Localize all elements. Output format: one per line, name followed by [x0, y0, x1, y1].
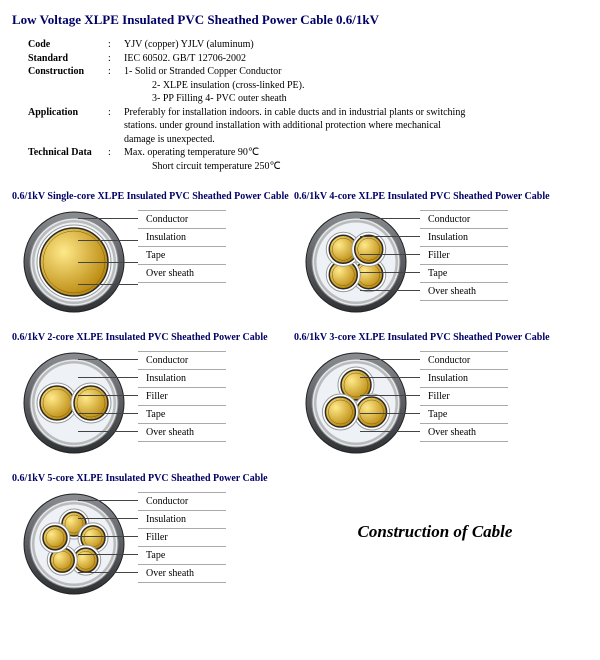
- spec-value: Preferably for installation indoors. in …: [124, 106, 588, 147]
- cable-label: Tape: [420, 265, 508, 283]
- cable-title: 0.6/1kV 2-core XLPE Insulated PVC Sheath…: [12, 326, 294, 345]
- cable-diagram: ConductorInsulationFillerTapeOver sheath: [294, 204, 576, 320]
- cable-diagram: ConductorInsulationFillerTapeOver sheath: [12, 345, 294, 461]
- cable-section: 0.6/1kV 3-core XLPE Insulated PVC Sheath…: [294, 326, 576, 461]
- cable-label: Filler: [420, 388, 508, 406]
- cable-label: Over sheath: [138, 265, 226, 283]
- cable-section: 0.6/1kV 4-core XLPE Insulated PVC Sheath…: [294, 185, 576, 320]
- cable-section: 0.6/1kV 2-core XLPE Insulated PVC Sheath…: [12, 326, 294, 461]
- cable-label: Over sheath: [138, 565, 226, 583]
- cable-sections: 0.6/1kV Single-core XLPE Insulated PVC S…: [12, 185, 588, 608]
- cable-label: Conductor: [138, 352, 226, 370]
- cable-labels: ConductorInsulationFillerTapeOver sheath: [420, 351, 508, 442]
- spec-row: Application:Preferably for installation …: [28, 106, 588, 147]
- spec-label: Application: [28, 106, 108, 147]
- spec-label: Construction: [28, 65, 108, 106]
- cable-label: Insulation: [138, 229, 226, 247]
- spec-label: Technical Data: [28, 146, 108, 173]
- construction-title: Construction of Cable: [358, 522, 513, 542]
- cable-label: Insulation: [138, 511, 226, 529]
- spec-value: IEC 60502. GB/T 12706-2002: [124, 52, 588, 66]
- spec-value: 1- Solid or Stranded Copper Conductor2- …: [124, 65, 588, 106]
- cable-label: Conductor: [420, 211, 508, 229]
- cable-title: 0.6/1kV 5-core XLPE Insulated PVC Sheath…: [12, 467, 294, 486]
- cable-label: Filler: [138, 529, 226, 547]
- cable-label: Tape: [138, 247, 226, 265]
- cable-label: Tape: [420, 406, 508, 424]
- cable-label: Over sheath: [138, 424, 226, 442]
- spec-row: Construction:1- Solid or Stranded Copper…: [28, 65, 588, 106]
- page-title: Low Voltage XLPE Insulated PVC Sheathed …: [12, 12, 588, 28]
- cable-label: Tape: [138, 547, 226, 565]
- cable-label: Insulation: [138, 370, 226, 388]
- cable-title: 0.6/1kV 4-core XLPE Insulated PVC Sheath…: [294, 185, 576, 204]
- spec-row: Technical Data:Max. operating temperatur…: [28, 146, 588, 173]
- cable-label: Conductor: [138, 493, 226, 511]
- cable-label: Over sheath: [420, 283, 508, 301]
- cable-label: Conductor: [138, 211, 226, 229]
- cable-section: 0.6/1kV 5-core XLPE Insulated PVC Sheath…: [12, 467, 294, 602]
- cable-label: Filler: [420, 247, 508, 265]
- cable-diagram: ConductorInsulationFillerTapeOver sheath: [12, 486, 294, 602]
- cable-diagram: ConductorInsulationTapeOver sheath: [12, 204, 294, 320]
- cable-diagram: ConductorInsulationFillerTapeOver sheath: [294, 345, 576, 461]
- cable-labels: ConductorInsulationFillerTapeOver sheath: [420, 210, 508, 301]
- spec-value: Max. operating temperature 90℃Short circ…: [124, 146, 588, 173]
- cable-label: Tape: [138, 406, 226, 424]
- spec-row: Standard:IEC 60502. GB/T 12706-2002: [28, 52, 588, 66]
- cable-label: Conductor: [420, 352, 508, 370]
- cable-label: Insulation: [420, 229, 508, 247]
- cable-title: 0.6/1kV 3-core XLPE Insulated PVC Sheath…: [294, 326, 576, 345]
- cable-section: 0.6/1kV Single-core XLPE Insulated PVC S…: [12, 185, 294, 320]
- cable-title: 0.6/1kV Single-core XLPE Insulated PVC S…: [12, 185, 294, 204]
- spec-row: Code:YJV (copper) YJLV (aluminum): [28, 38, 588, 52]
- cable-label: Filler: [138, 388, 226, 406]
- cable-labels: ConductorInsulationTapeOver sheath: [138, 210, 226, 283]
- spec-label: Standard: [28, 52, 108, 66]
- spec-table: Code:YJV (copper) YJLV (aluminum)Standar…: [28, 38, 588, 173]
- spec-label: Code: [28, 38, 108, 52]
- spec-value: YJV (copper) YJLV (aluminum): [124, 38, 588, 52]
- cable-label: Insulation: [420, 370, 508, 388]
- cable-labels: ConductorInsulationFillerTapeOver sheath: [138, 492, 226, 583]
- construction-cell: Construction of Cable: [294, 467, 576, 597]
- cable-label: Over sheath: [420, 424, 508, 442]
- cable-labels: ConductorInsulationFillerTapeOver sheath: [138, 351, 226, 442]
